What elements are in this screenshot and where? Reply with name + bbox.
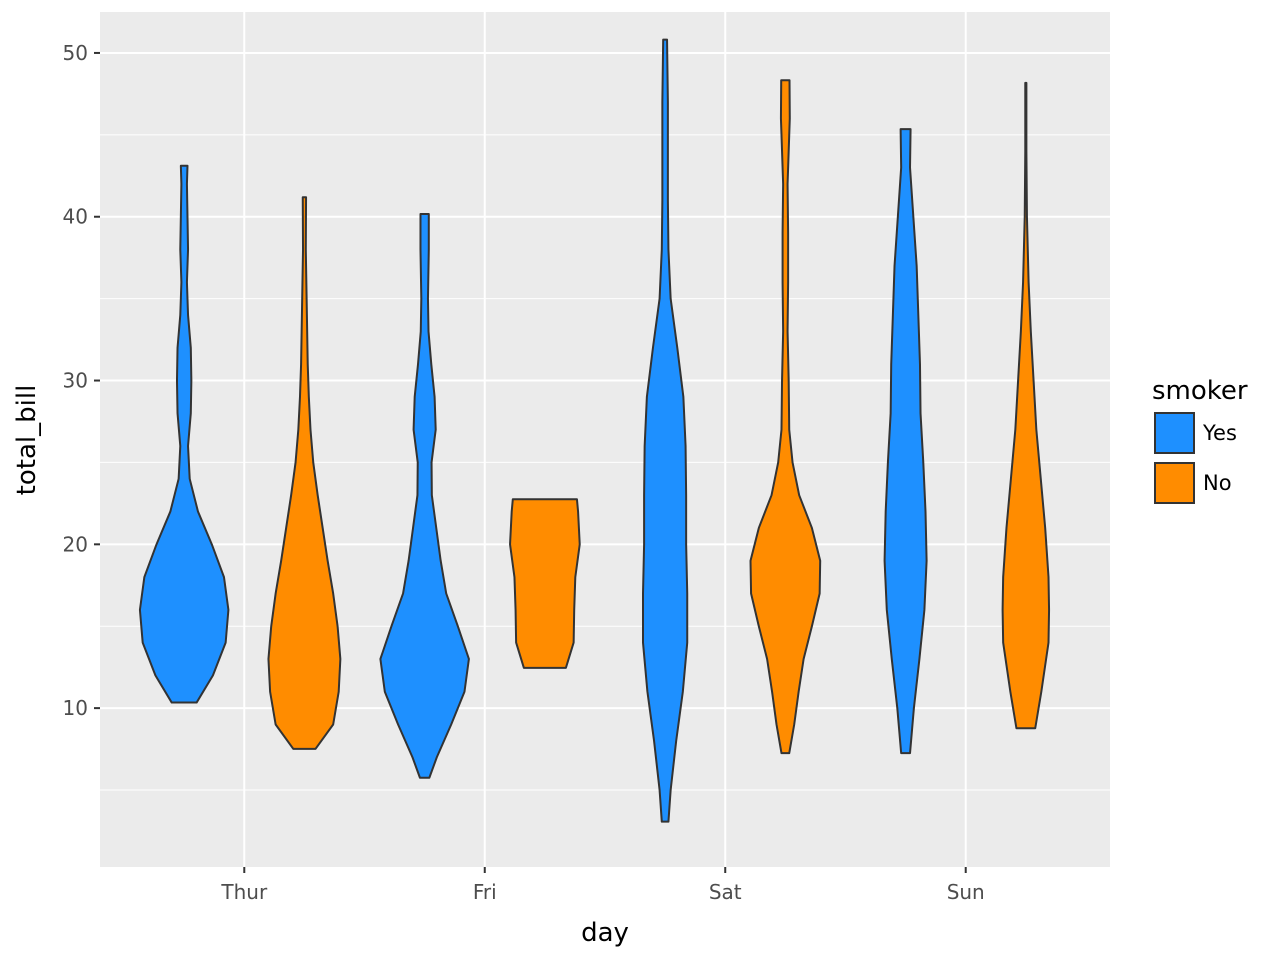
y-tick-label: 40 (63, 205, 88, 229)
legend: smoker Yes No (1152, 376, 1248, 504)
legend-key-yes (1154, 412, 1195, 454)
legend-label-no: No (1203, 471, 1232, 495)
violin-no-sat (749, 79, 822, 755)
violin-no-sun (1001, 81, 1051, 730)
violin-no-thur (267, 196, 342, 750)
y-axis: 10 20 30 40 50 (63, 41, 100, 720)
major-gridlines (100, 12, 1110, 867)
y-tick-label: 30 (63, 369, 88, 393)
x-tick-label: Sat (709, 880, 742, 904)
x-tick-label: Sun (947, 880, 985, 904)
violins (138, 38, 1051, 823)
violin-yes-thur (138, 164, 230, 704)
y-axis-title: total_bill (12, 385, 42, 496)
x-tick-label: Fri (473, 880, 497, 904)
y-tick-label: 20 (63, 532, 88, 556)
x-tick-label: Thur (220, 880, 268, 904)
minor-gridlines (100, 134, 1110, 791)
violin-yes-sun (883, 128, 928, 755)
legend-title: smoker (1152, 376, 1248, 406)
violin-yes-sat (642, 38, 689, 823)
y-tick-label: 50 (63, 41, 88, 65)
x-axis-title: day (581, 918, 629, 948)
x-axis: Thur Fri Sat Sun (220, 867, 985, 904)
legend-label-yes: Yes (1202, 421, 1237, 445)
panel-background (100, 12, 1110, 867)
y-tick-label: 10 (63, 696, 88, 720)
legend-key-no (1154, 462, 1195, 504)
violin-yes-fri (379, 212, 470, 779)
violin-no-fri (509, 498, 581, 669)
